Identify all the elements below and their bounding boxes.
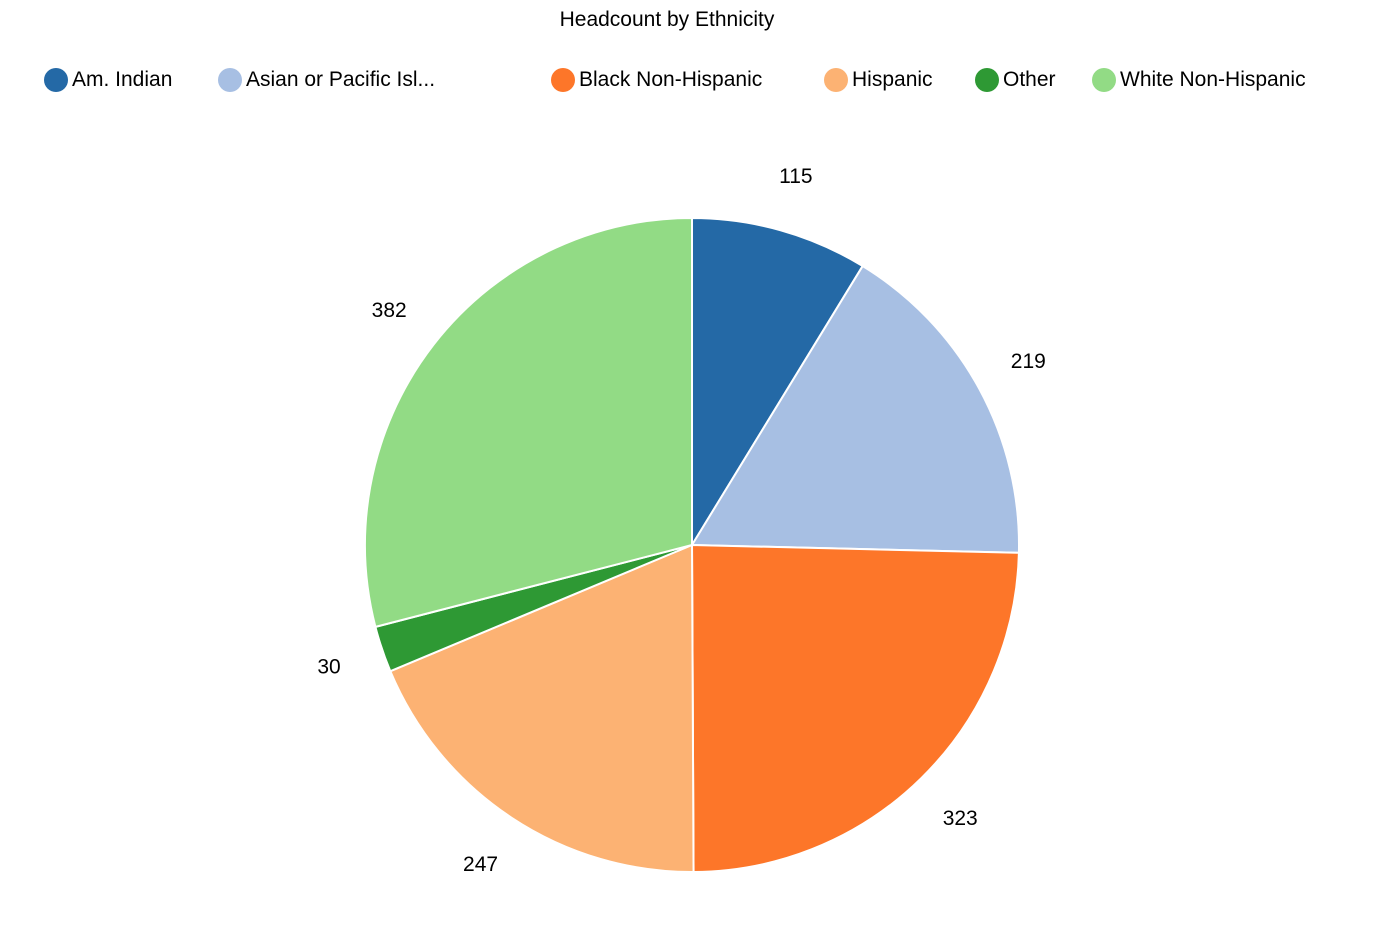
pie-slice-white-non-hispanic[interactable] bbox=[364, 216, 693, 629]
legend-swatch-asian-or-pacific-islander bbox=[218, 68, 242, 92]
legend-label-white-non-hispanic: White Non-Hispanic bbox=[1120, 68, 1306, 91]
legend-swatch-other bbox=[975, 68, 999, 92]
legend-label-hispanic: Hispanic bbox=[852, 68, 933, 91]
pie-slice-hispanic[interactable] bbox=[389, 543, 695, 874]
pie-slice-am-indian[interactable] bbox=[691, 216, 865, 549]
legend-item-white-non-hispanic[interactable]: White Non-Hispanic bbox=[1092, 66, 1306, 94]
slice-value-label-black-non-hispanic: 323 bbox=[943, 807, 978, 830]
slice-value-label-white-non-hispanic: 382 bbox=[372, 299, 407, 322]
slice-value-label-am-indian: 115 bbox=[779, 165, 812, 188]
slice-value-label-hispanic: 247 bbox=[463, 853, 498, 876]
legend-item-hispanic[interactable]: Hispanic bbox=[824, 66, 933, 94]
legend-swatch-white-non-hispanic bbox=[1092, 68, 1116, 92]
legend-label-black-non-hispanic: Black Non-Hispanic bbox=[579, 68, 763, 91]
legend-item-am-indian[interactable]: Am. Indian bbox=[44, 66, 172, 94]
legend-swatch-black-non-hispanic bbox=[551, 68, 575, 92]
legend-label-am-indian: Am. Indian bbox=[72, 68, 173, 91]
chart-title: Headcount by Ethnicity bbox=[559, 8, 775, 31]
legend-label-other: Other bbox=[1003, 68, 1056, 91]
pie-slice-black-non-hispanic[interactable] bbox=[690, 543, 1020, 874]
legend-swatch-am-indian bbox=[44, 68, 68, 92]
slice-value-label-asian-or-pacific-islander: 219 bbox=[1011, 350, 1046, 373]
legend-label-asian-or-pacific-islander: Asian or Pacific Isl... bbox=[246, 68, 436, 91]
legend-item-black-non-hispanic[interactable]: Black Non-Hispanic bbox=[551, 66, 762, 94]
legend-item-asian-or-pacific-islander[interactable]: Asian or Pacific Isl... bbox=[218, 66, 435, 94]
slice-value-label-other: 30 bbox=[317, 656, 340, 679]
pie-slice-asian-or-pacific-islander[interactable] bbox=[690, 264, 1020, 554]
legend-item-other[interactable]: Other bbox=[975, 66, 1056, 94]
legend-swatch-hispanic bbox=[824, 68, 848, 92]
